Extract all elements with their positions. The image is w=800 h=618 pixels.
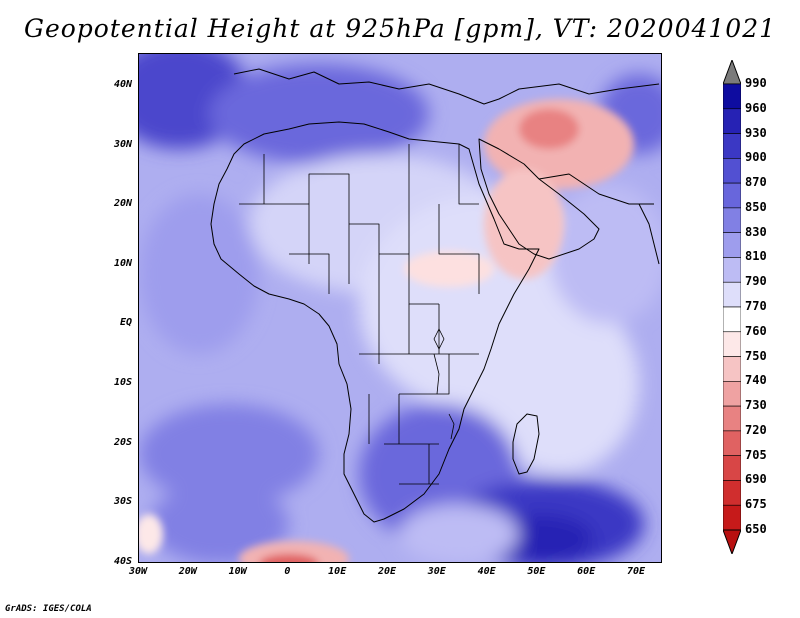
map-panel <box>138 53 662 563</box>
colorbar-level-label: 870 <box>745 175 767 190</box>
india-coast <box>638 203 660 265</box>
colorbar-level-label: 850 <box>745 199 767 214</box>
lat-label: 20N <box>113 198 132 210</box>
colorbar <box>723 60 741 554</box>
lon-label: 10E <box>328 566 347 577</box>
lon-label: 0 <box>284 566 291 577</box>
colorbar-segment <box>723 207 741 233</box>
colorbar-level-label: 960 <box>745 100 767 115</box>
colorbar-level-label: 705 <box>745 447 767 462</box>
lon-label: 40E <box>477 566 496 577</box>
colorbar-segment <box>723 306 741 333</box>
grads-credit: GrADS: IGES/COLA <box>5 604 92 614</box>
lon-label: 20W <box>178 566 197 577</box>
colorbar-segment <box>723 356 741 382</box>
colorbar-segment <box>723 430 741 456</box>
colorbar-level-label: 730 <box>745 398 767 413</box>
colorbar-level-label: 760 <box>745 323 767 338</box>
colorbar-segment <box>723 257 741 283</box>
colorbar-segment <box>723 405 741 432</box>
lat-label: EQ <box>119 317 132 329</box>
colorbar-segment <box>723 331 741 357</box>
colorbar-segment <box>723 455 741 481</box>
geopotential-height-map <box>139 54 661 562</box>
colorbar-level-label: 675 <box>745 497 767 512</box>
lon-label: 20E <box>377 566 397 577</box>
colorbar-level-label: 900 <box>745 150 767 165</box>
lon-label: 10W <box>228 566 247 577</box>
country-borders-west <box>239 154 439 314</box>
colorbar-segment <box>723 182 741 209</box>
colorbar-level-label: 990 <box>745 76 767 90</box>
colorbar-level-label: 740 <box>745 373 767 388</box>
lon-label: 30E <box>427 566 446 577</box>
coastlines-and-borders <box>210 68 660 523</box>
colorbar-segment <box>723 108 741 134</box>
colorbar-level-label: 720 <box>745 422 767 437</box>
europe-coast <box>233 68 660 105</box>
colorbar-segment <box>723 480 741 506</box>
colorbar-level-label: 790 <box>745 274 767 289</box>
lon-label: 60E <box>577 566 596 577</box>
colorbar-level-label: 650 <box>745 522 767 536</box>
colorbar-level-label: 810 <box>745 249 767 264</box>
country-borders-east <box>359 144 480 485</box>
madagascar <box>512 413 540 475</box>
colorbar-upper-arrow <box>723 60 741 85</box>
lat-label: 30S <box>113 496 132 508</box>
colorbar-level-label: 770 <box>745 299 767 313</box>
great-lakes <box>433 328 455 440</box>
lat-label: 20S <box>113 436 132 448</box>
colorbar-segment <box>723 381 741 407</box>
colorbar-segment <box>723 133 741 159</box>
lon-label: 70E <box>626 566 646 577</box>
lat-label: 40N <box>113 79 132 90</box>
colorbar-level-label: 750 <box>745 348 767 363</box>
colorbar-level-label: 690 <box>745 472 767 487</box>
arabian-peninsula <box>478 138 600 260</box>
colorbar-segment <box>723 83 741 110</box>
lat-label: 40S <box>113 555 132 567</box>
colorbar-segment <box>723 281 741 308</box>
iran-coast <box>538 173 654 205</box>
colorbar-segment <box>723 158 741 184</box>
lon-label: 30W <box>128 566 148 577</box>
lon-label: 50E <box>527 566 546 577</box>
lat-label: 10N <box>113 257 132 269</box>
colorbar-lower-arrow <box>723 529 741 554</box>
colorbar-level-label: 930 <box>745 125 767 140</box>
colorbar-segment <box>723 504 741 531</box>
map-title: Geopotential Height at 925hPa [gpm], VT:… <box>23 14 777 43</box>
lat-label: 30N <box>113 138 132 150</box>
colorbar-level-label: 830 <box>745 224 767 239</box>
low-height-red-region <box>139 99 634 562</box>
lat-label: 10S <box>113 377 132 388</box>
colorbar-segment <box>723 232 741 258</box>
